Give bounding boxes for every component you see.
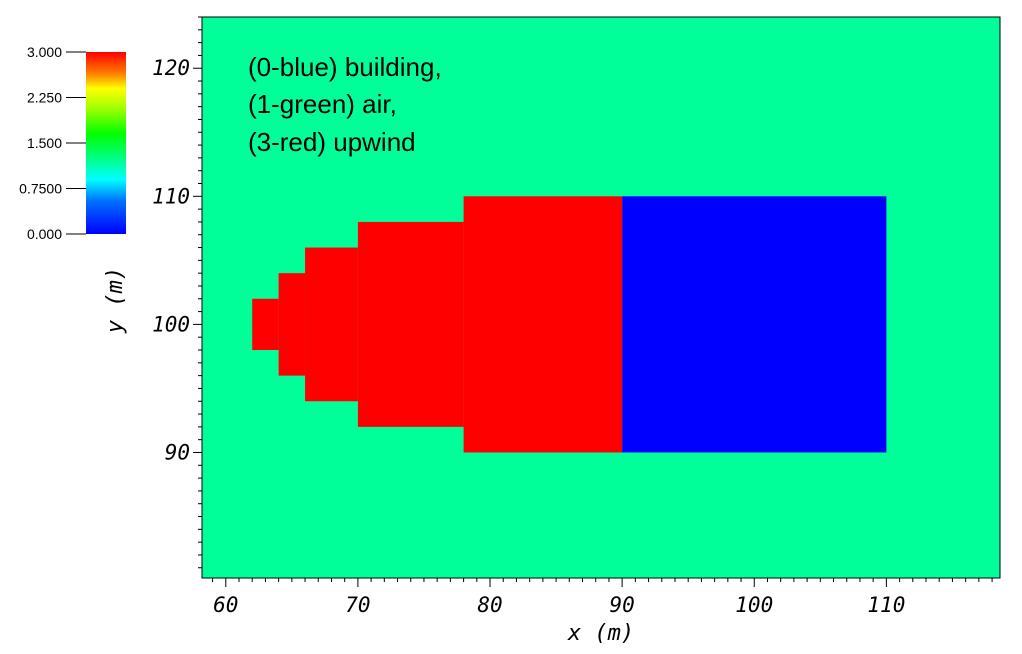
colorbar-gradient: [86, 52, 126, 234]
regions-layer: [252, 196, 887, 453]
upwind-cell: [252, 298, 279, 351]
annotation-line-1: (0-blue) building,: [248, 52, 442, 82]
x-tick-label: 100: [735, 593, 773, 617]
colorbar-ticks: 3.000 2.250 1.500 0.7500 0.000: [19, 44, 86, 242]
x-tick-label: 70: [345, 593, 370, 617]
colorbar-tick-label: 0.7500: [19, 181, 62, 197]
colorbar-tick-label: 0.000: [27, 226, 62, 242]
y-tick-label: 90: [165, 440, 190, 464]
colorbar-tick-label: 3.000: [27, 44, 62, 60]
colorbar-tick-label: 1.500: [27, 135, 62, 151]
upwind-cell: [278, 273, 306, 376]
plot-frame: [201, 16, 1001, 579]
upwind-cell: [305, 247, 358, 402]
annotation-line-2: (1-green) air,: [248, 89, 397, 119]
x-tick-label: 80: [477, 593, 502, 617]
minor-ticks: [193, 16, 993, 587]
annotation-line-3: (3-red) upwind: [248, 127, 416, 157]
x-tick-label: 90: [609, 593, 634, 617]
y-tick-label: 110: [152, 184, 190, 208]
x-axis-title: x (m): [567, 621, 634, 646]
y-tick-label: 120: [152, 56, 190, 80]
upwind-cell: [463, 196, 623, 453]
y-axis-ticks: 90 100 110 120: [152, 56, 190, 464]
building-cell: [622, 196, 887, 453]
y-axis-title: y (m): [103, 267, 128, 334]
upwind-cell: [357, 221, 464, 427]
x-axis-ticks: 60 70 80 90 100 110: [213, 593, 905, 617]
x-tick-label: 110: [867, 593, 905, 617]
y-tick-label: 100: [152, 312, 190, 336]
x-tick-label: 60: [213, 593, 238, 617]
colorbar-tick-label: 2.250: [27, 90, 62, 106]
